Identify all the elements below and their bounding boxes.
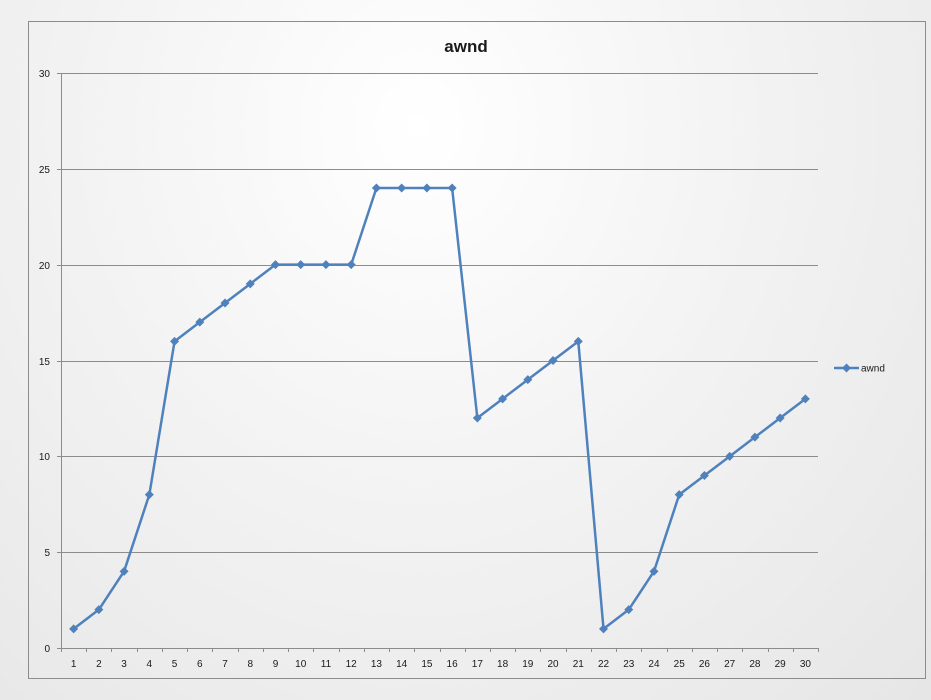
x-tick-label-16: 16 bbox=[447, 659, 459, 670]
data-point-awnd-19 bbox=[523, 375, 533, 385]
x-tick-label-5: 5 bbox=[172, 659, 178, 670]
data-point-awnd-9 bbox=[270, 260, 280, 270]
x-tick-label-28: 28 bbox=[749, 659, 761, 670]
x-tick-label-20: 20 bbox=[547, 659, 559, 670]
x-tick-label-27: 27 bbox=[724, 659, 736, 670]
data-point-awnd-23 bbox=[624, 605, 634, 615]
data-point-awnd-3 bbox=[119, 566, 129, 576]
data-point-awnd-30 bbox=[800, 394, 810, 404]
data-point-awnd-2 bbox=[94, 605, 104, 615]
data-point-awnd-17 bbox=[472, 413, 482, 423]
data-point-awnd-27 bbox=[725, 451, 735, 461]
x-tick-label-26: 26 bbox=[699, 659, 711, 670]
data-point-awnd-25 bbox=[674, 490, 684, 500]
x-tick-label-30: 30 bbox=[800, 659, 812, 670]
x-tick-label-12: 12 bbox=[346, 659, 358, 670]
data-point-awnd-28 bbox=[750, 432, 760, 442]
x-tick-labels: 1 2 3 4 5 6 7 8 9 10 11 12 13 14 15 16 17 18 19 20 21 22 23 24 2… bbox=[71, 659, 812, 670]
x-tick-label-23: 23 bbox=[623, 659, 635, 670]
y-tick-label-30: 30 bbox=[39, 69, 51, 80]
x-tick-label-22: 22 bbox=[598, 659, 610, 670]
x-tick-label-9: 9 bbox=[273, 659, 279, 670]
chart-border bbox=[28, 21, 926, 679]
data-point-awnd-1 bbox=[69, 624, 79, 634]
x-tick-label-15: 15 bbox=[421, 659, 433, 670]
x-tick-label-4: 4 bbox=[147, 659, 153, 670]
x-tick-label-17: 17 bbox=[472, 659, 484, 670]
x-tick-label-14: 14 bbox=[396, 659, 408, 670]
data-point-awnd-12 bbox=[346, 260, 356, 270]
data-point-awnd-5 bbox=[170, 336, 180, 346]
data-point-awnd-14 bbox=[397, 183, 407, 193]
data-point-awnd-8 bbox=[245, 279, 255, 289]
data-point-awnd-11 bbox=[321, 260, 331, 270]
data-point-awnd-24 bbox=[649, 566, 659, 576]
x-tick-label-2: 2 bbox=[96, 659, 102, 670]
axes bbox=[57, 73, 819, 652]
data-point-awnd-10 bbox=[296, 260, 306, 270]
y-tick-label-20: 20 bbox=[39, 261, 51, 272]
data-point-awnd-13 bbox=[371, 183, 381, 193]
data-point-awnd-6 bbox=[195, 317, 205, 327]
y-tick-label-5: 5 bbox=[44, 548, 50, 559]
y-tick-label-0: 0 bbox=[44, 644, 50, 655]
y-tick-label-10: 10 bbox=[39, 452, 51, 463]
chart-title: awnd bbox=[444, 37, 487, 56]
x-tick-label-10: 10 bbox=[295, 659, 307, 670]
data-point-awnd-22 bbox=[599, 624, 609, 634]
y-tick-label-15: 15 bbox=[39, 357, 51, 368]
data-point-awnd-7 bbox=[220, 298, 230, 308]
data-point-awnd-26 bbox=[699, 471, 709, 480]
x-tick-label-11: 11 bbox=[321, 659, 332, 670]
x-tick-label-7: 7 bbox=[222, 659, 228, 670]
data-point-awnd-21 bbox=[573, 336, 583, 346]
x-tick-label-24: 24 bbox=[648, 659, 660, 670]
x-tick-label-29: 29 bbox=[775, 659, 787, 670]
legend: awnd bbox=[834, 363, 885, 375]
data-point-awnd-29 bbox=[775, 413, 785, 423]
legend-marker-awnd bbox=[842, 363, 851, 373]
data-point-awnd-18 bbox=[498, 394, 508, 404]
y-tick-label-25: 25 bbox=[39, 165, 51, 176]
series-awnd bbox=[69, 183, 810, 634]
x-tick-label-1: 1 bbox=[71, 659, 77, 670]
x-tick-label-8: 8 bbox=[247, 659, 253, 670]
x-tick-label-3: 3 bbox=[121, 659, 127, 670]
x-tick-label-25: 25 bbox=[674, 659, 686, 670]
data-point-awnd-16 bbox=[447, 183, 457, 193]
x-tick-label-19: 19 bbox=[522, 659, 534, 670]
x-tick-label-6: 6 bbox=[197, 659, 203, 670]
legend-label-awnd: awnd bbox=[861, 364, 885, 375]
y-tick-labels: 0 5 10 15 20 25 30 bbox=[39, 69, 51, 655]
data-point-awnd-15 bbox=[422, 183, 432, 193]
series-line-awnd bbox=[72, 186, 807, 631]
x-tick-label-13: 13 bbox=[371, 659, 383, 670]
data-point-awnd-20 bbox=[548, 356, 558, 365]
x-tick-label-18: 18 bbox=[497, 659, 509, 670]
x-tick-label-21: 21 bbox=[573, 659, 585, 670]
data-point-awnd-4 bbox=[144, 490, 154, 500]
gridlines bbox=[61, 73, 818, 553]
